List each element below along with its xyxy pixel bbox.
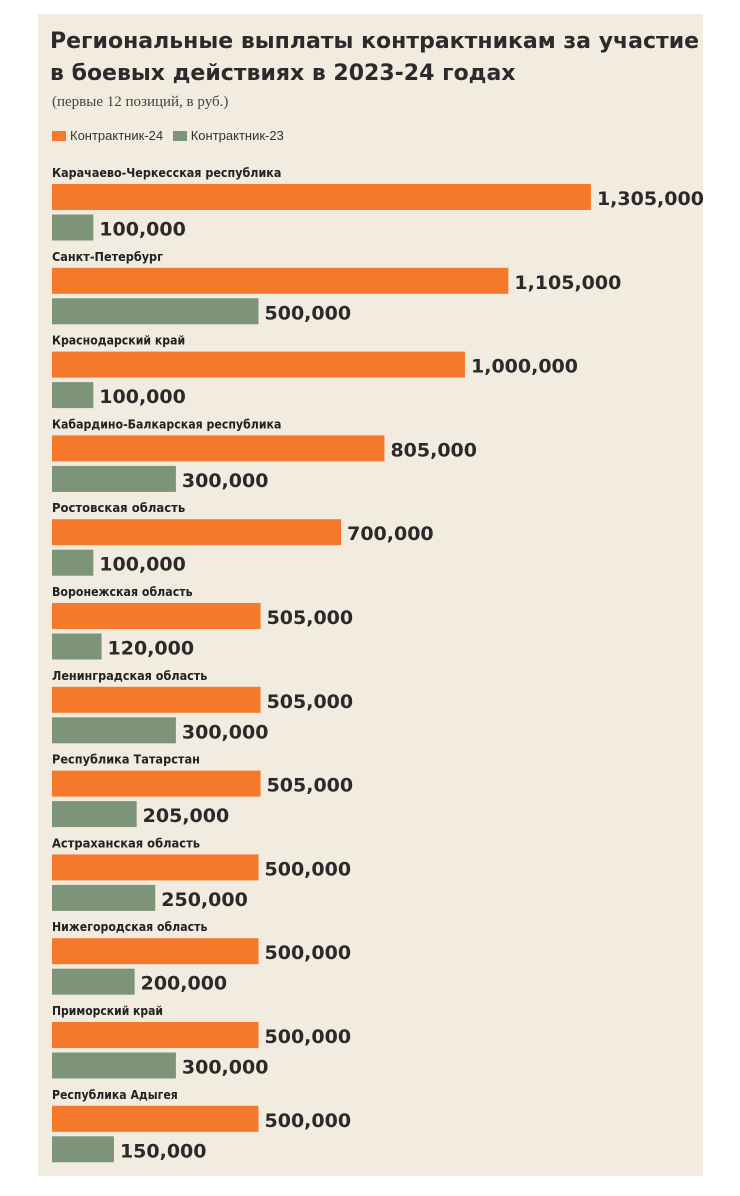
bar-2024-10 — [52, 1022, 259, 1048]
value-label-2023-0: 100,000 — [99, 219, 186, 241]
bar-2024-3 — [52, 435, 385, 462]
value-label-2023-2: 100,000 — [99, 386, 186, 408]
category-label-8: Астраханская область — [52, 836, 200, 850]
category-label-5: Воронежская область — [52, 585, 193, 599]
bar-2024-1 — [52, 267, 509, 294]
legend: Контрактник-24 Контрактник-23 — [52, 128, 290, 144]
category-label-4: Ростовская область — [52, 501, 186, 515]
value-label-2023-4: 100,000 — [99, 554, 186, 576]
bar-2023-10 — [52, 1052, 176, 1079]
bar-2024-9 — [52, 938, 259, 965]
bar-2023-11 — [52, 1136, 114, 1163]
value-label-2024-2: 1,000,000 — [471, 356, 578, 378]
value-label-2023-7: 205,000 — [143, 805, 230, 827]
value-label-2024-0: 1,305,000 — [597, 188, 704, 210]
bar-2023-6 — [52, 717, 176, 744]
bar-2023-2 — [52, 382, 94, 409]
category-label-10: Приморский край — [52, 1004, 163, 1018]
bar-2023-5 — [52, 633, 102, 660]
value-label-2023-8: 250,000 — [161, 889, 248, 911]
value-label-2023-1: 500,000 — [265, 302, 352, 324]
bar-2024-2 — [52, 351, 465, 378]
value-label-2024-4: 700,000 — [347, 523, 434, 545]
category-label-6: Ленинградская область — [52, 669, 208, 683]
bar-2024-11 — [52, 1105, 259, 1132]
value-label-2024-7: 505,000 — [267, 775, 354, 797]
category-label-0: Карачаево-Черкесская республика — [52, 166, 281, 180]
legend-label-2024: Контрактник-24 — [70, 128, 164, 143]
value-label-2024-6: 505,000 — [267, 691, 354, 713]
bar-2024-4 — [52, 519, 342, 546]
bar-2024-6 — [52, 686, 261, 713]
value-label-2024-9: 500,000 — [265, 942, 352, 964]
bar-2024-7 — [52, 770, 261, 797]
category-label-3: Кабардино-Балкарская республика — [52, 417, 281, 431]
bar-2024-8 — [52, 854, 259, 881]
legend-swatch-2024 — [52, 130, 66, 141]
legend-swatch-2023 — [172, 130, 187, 141]
value-label-2024-3: 805,000 — [390, 439, 477, 461]
bar-2024-0 — [52, 184, 591, 210]
chart-title: Региональные выплаты контрактникам за уч… — [50, 29, 700, 86]
value-label-2024-1: 1,105,000 — [514, 272, 621, 294]
bar-2023-7 — [52, 801, 137, 828]
bar-2023-4 — [52, 549, 94, 576]
bar-2023-0 — [52, 214, 94, 241]
value-label-2024-8: 500,000 — [265, 858, 352, 880]
category-label-2: Краснодарский край — [52, 334, 185, 348]
bar-2023-9 — [52, 968, 135, 995]
category-label-1: Санкт-Петербург — [52, 250, 163, 264]
value-label-2023-11: 150,000 — [120, 1140, 207, 1162]
chart-subtitle: (первые 12 позиций, в руб.) — [52, 94, 229, 110]
category-label-9: Нижегородская область — [52, 920, 208, 934]
category-label-11: Республика Адыгея — [52, 1088, 178, 1102]
value-label-2023-3: 300,000 — [182, 470, 269, 492]
value-label-2024-5: 505,000 — [267, 607, 354, 629]
value-label-2023-9: 200,000 — [141, 973, 228, 995]
legend-item-2024: Контрактник-24 — [52, 128, 163, 143]
value-label-2023-6: 300,000 — [182, 721, 269, 743]
category-label-7: Республика Татарстан — [52, 753, 200, 767]
value-label-2024-10: 500,000 — [265, 1026, 352, 1048]
bar-2024-5 — [52, 603, 261, 629]
bar-2023-3 — [52, 465, 176, 492]
bar-2023-1 — [52, 298, 259, 325]
legend-item-2023: Контрактник-23 — [172, 128, 284, 143]
legend-label-2023: Контрактник-23 — [190, 128, 284, 143]
value-label-2023-10: 300,000 — [182, 1057, 269, 1079]
bar-2023-8 — [52, 884, 156, 911]
value-label-2024-11: 500,000 — [265, 1110, 352, 1132]
value-label-2023-5: 120,000 — [108, 638, 195, 660]
